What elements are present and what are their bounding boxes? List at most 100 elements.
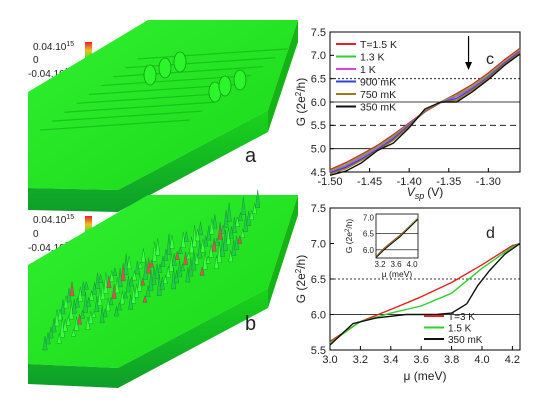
legend-label: 750 mK [360,89,396,101]
colorbar-top-label: 0.04.1015 [33,41,74,53]
ridge-line [64,101,215,113]
series-line [329,242,521,346]
surface-spike [162,274,168,284]
surface-spike [102,307,108,318]
surface-spike [89,290,95,301]
colorbar-mid-label: 0 [33,55,39,66]
surface-spike [214,236,220,246]
surface-spike [123,253,129,276]
surface-spike [228,250,234,262]
surface-spike [169,235,175,249]
surface-spike [83,292,88,313]
surface-spike [202,251,208,270]
slab-side-face [268,195,298,308]
x-tick-label: 3.0 [322,354,337,366]
surface-spike [122,291,128,299]
y-tick-label: 4.5 [311,167,326,179]
surface-spike [103,272,109,294]
surface-spike [145,285,151,297]
surface-spike [171,267,176,290]
surface-spike [255,189,261,208]
surface-spike [140,277,146,286]
x-tick-label: 3.6 [414,354,429,366]
legend-label: 1.3 K [360,52,385,64]
surface-spike [48,326,54,339]
surface-spike [57,308,63,321]
inset-chart: 3.2 3.6 4.0 6.0 6.5 7.0 μ (meV) G (2e2/h) [344,213,419,279]
plot-frame [329,207,521,351]
panel-label: d [486,225,495,242]
surface-spike [83,281,89,290]
surface-spike [86,297,92,307]
surface-spike [198,221,204,236]
surface-spike [74,297,80,308]
surface-bump [218,75,232,97]
surface-bump [233,69,247,91]
surface-spike [99,306,105,324]
surface-spike [137,261,143,269]
surface-spike [112,267,118,276]
surface-spike [155,238,161,256]
surface-spike [192,225,197,248]
ridge-line [76,92,227,104]
inset-x-axis-label: μ (meV) [382,269,413,279]
x-tick-label: 3.2 [353,354,368,366]
chart-d: 3.0 3.2 3.4 3.6 3.8 4.0 4.2 5.5 6.0 6.5 7.0 7.5 T=3 … [294,203,521,383]
surface-spike [126,256,132,270]
colorbar-mid-label: 0 [33,229,39,240]
inset-x-tick-label: 3.6 [390,260,402,269]
x-tick-label: 3.4 [383,354,398,366]
surface-spike [116,301,122,311]
series-line [329,53,521,176]
legend-label: 900 mK [360,77,396,89]
surface-bump [143,64,157,86]
y-tick-label: 7.5 [311,203,326,215]
surface-spike [203,235,209,247]
inset-y-tick-label: 7.0 [363,213,375,222]
inset-y-tick-label: 6.0 [363,246,375,255]
surface-spike [237,211,243,221]
surface-spike [77,314,83,325]
surface-spike [109,270,115,282]
surface-spike [226,202,232,222]
legend-label: 350 mK [448,335,483,346]
surface-spike [80,309,86,319]
x-tick-label: 3.8 [444,354,459,366]
x-tick-label: -1.40 [397,176,422,188]
inset-x-tick-label: 4.0 [406,260,418,269]
x-tick-label: -1.30 [476,176,501,188]
surface-spike [249,210,255,220]
surface-spike [217,221,223,240]
surface-spike [149,259,155,268]
surface-spike [137,273,143,292]
surface-spike [108,296,114,306]
surface-ridges [39,48,288,131]
panel-b-surface-plot: 0.04.1015 0 -0.04.1015 b [28,189,298,388]
surface-spike [142,295,148,303]
ridge-line [52,110,203,122]
y-tick-label: 5.0 [311,144,326,156]
y-tick-label: 7.0 [311,50,326,62]
inset-y-tick-label: 6.5 [363,230,375,239]
inset-y-axis-label: G (2e2/h) [344,219,354,254]
inset-series-line [375,218,419,259]
surface-spike [71,328,77,337]
surface-spike [212,214,218,229]
surface-spike [98,273,104,283]
x-tick-label: -1.50 [317,176,342,188]
x-axis-label: μ (meV) [404,369,447,383]
surface-spike [183,231,189,242]
surface-spike [217,241,222,263]
x-tick-label: 4.0 [474,354,489,366]
surface-bump [158,57,172,79]
legend-label: 350 mK [360,102,396,114]
ridge-line [39,119,191,131]
surface-spike [95,272,101,289]
ridge-line [137,48,288,60]
surface-spikes [42,189,261,351]
surface-spike [113,306,119,317]
x-tick-label: -1.45 [357,176,382,188]
panel-label: b [245,313,256,335]
surface-spike [191,250,197,271]
ridge-line [113,66,264,78]
